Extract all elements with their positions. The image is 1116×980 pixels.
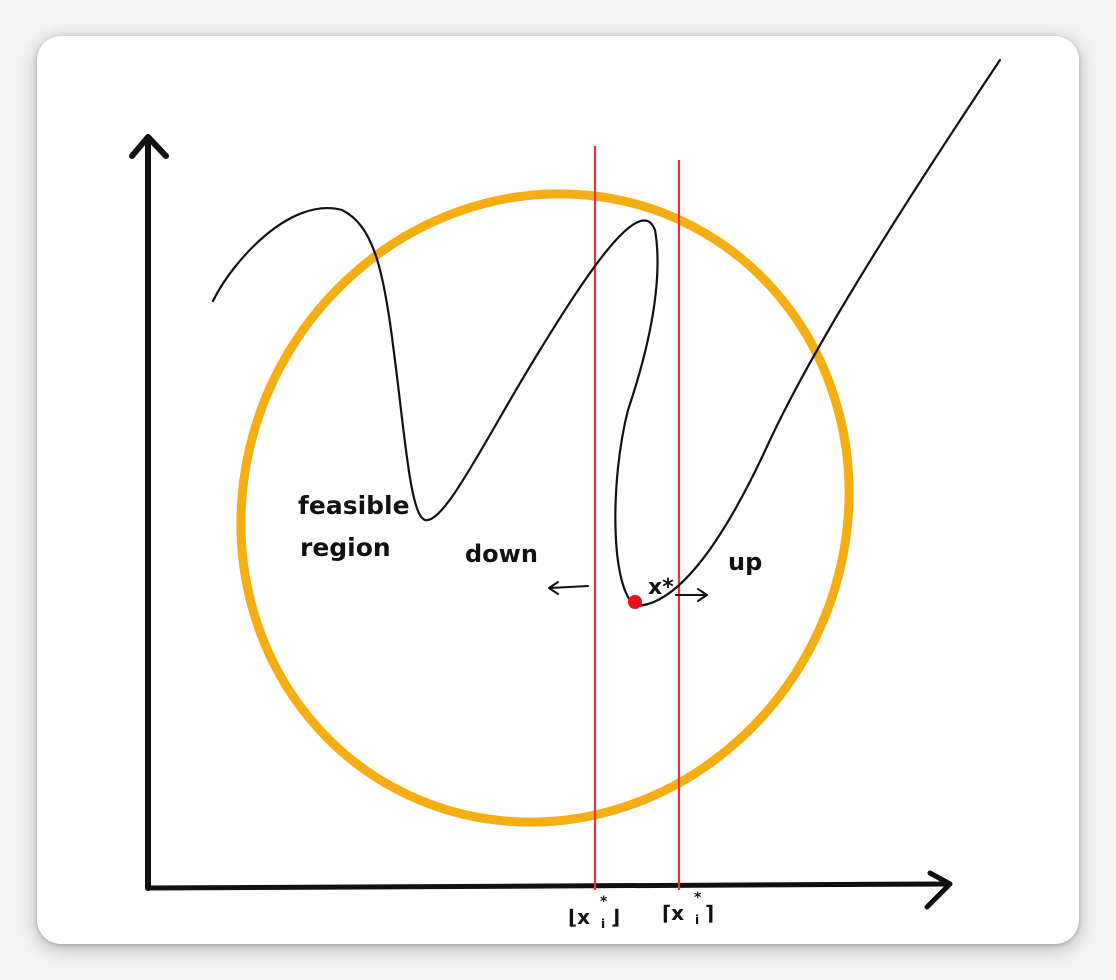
- feasible-region-label-line2: region: [300, 533, 391, 562]
- svg-text:⌋: ⌋: [611, 905, 620, 929]
- up-arrow-icon: [675, 588, 708, 602]
- down-label: down: [465, 540, 538, 568]
- feasible-region-ellipse: [236, 189, 854, 827]
- svg-text:i: i: [601, 917, 605, 931]
- x-axis-arrowhead: [924, 870, 953, 910]
- up-label: up: [728, 548, 762, 576]
- ceil-label: ⌈x * i ⌉: [662, 890, 714, 927]
- objective-curve: [211, 58, 1002, 608]
- diagram-card: [37, 36, 1079, 944]
- svg-text:⌊x: ⌊x: [568, 905, 590, 929]
- down-arrow-icon: [548, 581, 589, 595]
- y-axis-arrowhead: [129, 134, 169, 159]
- svg-text:i: i: [695, 913, 699, 927]
- optimum-point: [628, 595, 642, 609]
- optimum-label: x*: [648, 575, 674, 600]
- x-axis: [145, 881, 951, 891]
- floor-label: ⌊x * i ⌋: [568, 894, 620, 931]
- svg-text:⌈x: ⌈x: [662, 901, 684, 925]
- feasible-region-label-line1: feasible: [298, 491, 410, 520]
- svg-text:*: *: [600, 894, 608, 910]
- svg-text:*: *: [694, 890, 702, 906]
- svg-text:⌉: ⌉: [705, 901, 714, 925]
